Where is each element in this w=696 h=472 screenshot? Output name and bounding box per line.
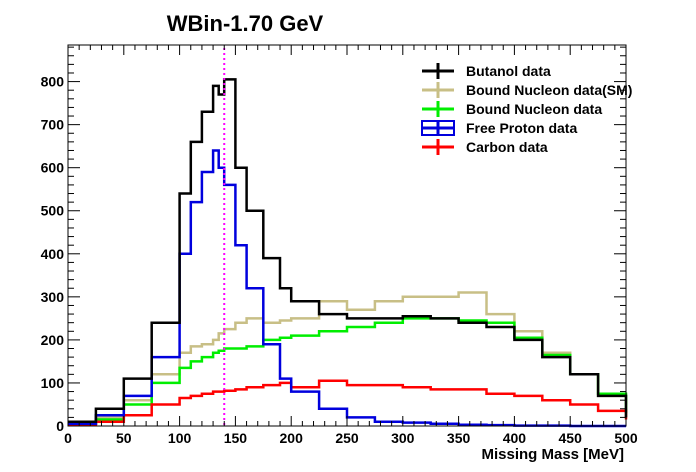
y-tick-label: 800	[41, 74, 65, 90]
legend-label: Bound Nucleon data(SM)	[466, 82, 632, 98]
x-tick-label: 150	[224, 430, 248, 446]
y-tick-label: 200	[41, 332, 65, 348]
axes: 0 50 100 150 200 250 300 350 400 450 500 0 100 200 300…	[41, 44, 638, 446]
legend-swatch-box	[421, 120, 455, 136]
legend-label: Carbon data	[466, 139, 548, 155]
x-tick-label: 450	[559, 430, 583, 446]
x-tick-label: 300	[391, 430, 415, 446]
legend: Butanol data Bound Nucleon data(SM) Bound …	[421, 63, 632, 155]
chart-title: WBin-1.70 GeV	[167, 11, 324, 36]
x-tick-label: 500	[614, 430, 638, 446]
y-tick-label: 500	[41, 203, 65, 219]
x-tick-label: 250	[335, 430, 359, 446]
y-tick-label: 600	[41, 160, 65, 176]
x-tick-label: 100	[168, 430, 192, 446]
y-tick-label: 300	[41, 289, 65, 305]
legend-label: Butanol data	[466, 63, 551, 79]
x-tick-label: 50	[116, 430, 132, 446]
y-tick-label: 400	[41, 246, 65, 262]
x-tick-label: 400	[503, 430, 527, 446]
series-line-butanol-data	[68, 78, 628, 423]
x-axis-label: Missing Mass [MeV]	[481, 446, 624, 463]
y-tick-label: 0	[56, 418, 64, 434]
y-tick-label: 100	[41, 375, 65, 391]
y-tick-label: 700	[41, 117, 65, 133]
legend-label: Bound Nucleon data	[466, 101, 602, 117]
x-tick-label: 200	[280, 430, 304, 446]
x-tick-label: 350	[447, 430, 471, 446]
series-line-carbon-data	[68, 379, 628, 426]
series-line-free-proton-data	[68, 149, 626, 428]
legend-label: Free Proton data	[466, 120, 577, 136]
plot-area	[67, 48, 628, 428]
x-tick-label: 0	[64, 430, 72, 446]
